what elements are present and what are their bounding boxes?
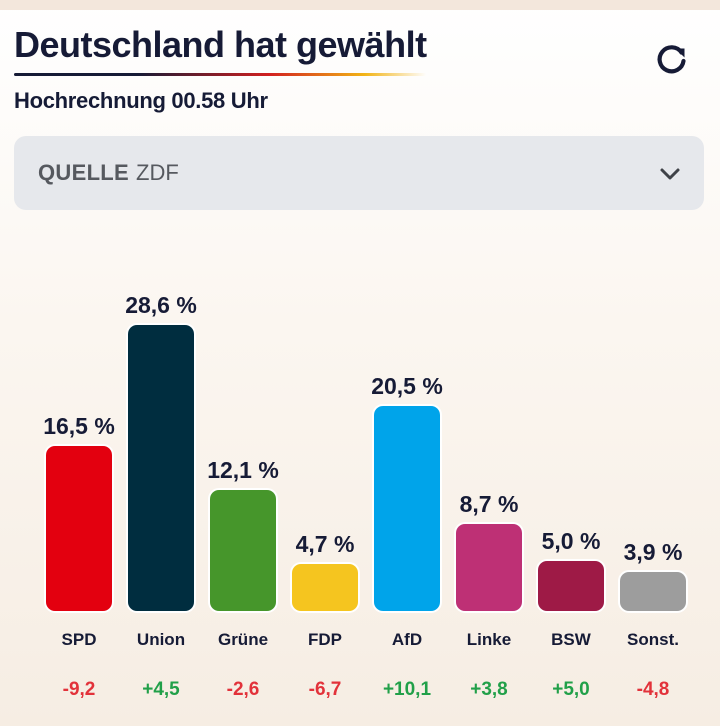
title-underline	[14, 73, 426, 76]
change-label-fdp: -6,7	[309, 679, 342, 700]
category-label-union: Union	[137, 630, 185, 649]
category-label-bsw: BSW	[551, 630, 592, 649]
bar-fdp	[292, 564, 358, 611]
value-label-grüne: 12,1 %	[207, 457, 279, 483]
results-chart: 16,5 % SPD -9,2 28,6 % Union +4,5 12,1 % Grüne -…	[43, 292, 688, 700]
value-label-sonst: 3,9 %	[624, 539, 683, 565]
refresh-button[interactable]	[652, 38, 692, 78]
refresh-icon	[657, 45, 686, 74]
bar-bsw	[538, 561, 604, 611]
value-label-linke: 8,7 %	[460, 491, 519, 517]
category-label-spd: SPD	[62, 630, 97, 649]
bar-grüne	[210, 490, 276, 611]
bar-afd	[374, 406, 440, 611]
value-label-afd: 20,5 %	[371, 373, 443, 399]
source-value: ZDF	[136, 160, 179, 185]
top-band	[0, 0, 720, 10]
bar-linke	[456, 524, 522, 611]
source-select[interactable]: QUELLE ZDF	[14, 136, 704, 210]
category-label-sonst: Sonst.	[627, 630, 679, 649]
change-label-union: +4,5	[142, 679, 180, 700]
category-label-grüne: Grüne	[218, 630, 268, 649]
change-label-spd: -9,2	[63, 679, 96, 700]
value-label-bsw: 5,0 %	[542, 528, 601, 554]
page-subtitle: Hochrechnung 00.58 Uhr	[14, 88, 268, 113]
value-label-union: 28,6 %	[125, 292, 197, 318]
bar-sonst	[620, 572, 686, 611]
page-title: Deutschland hat gewählt	[14, 24, 427, 65]
chevron-down-icon	[660, 168, 680, 180]
change-label-bsw: +5,0	[552, 679, 590, 700]
category-label-fdp: FDP	[308, 630, 342, 649]
source-label: QUELLE	[38, 160, 130, 185]
bar-spd	[46, 446, 112, 611]
change-label-sonst: -4,8	[637, 679, 670, 700]
change-label-afd: +10,1	[383, 679, 432, 700]
change-label-grüne: -2,6	[227, 679, 260, 700]
value-label-spd: 16,5 %	[43, 413, 115, 439]
value-label-fdp: 4,7 %	[296, 531, 355, 557]
change-label-linke: +3,8	[470, 679, 508, 700]
category-label-linke: Linke	[467, 630, 511, 649]
category-label-afd: AfD	[392, 630, 422, 649]
bar-union	[128, 325, 194, 611]
